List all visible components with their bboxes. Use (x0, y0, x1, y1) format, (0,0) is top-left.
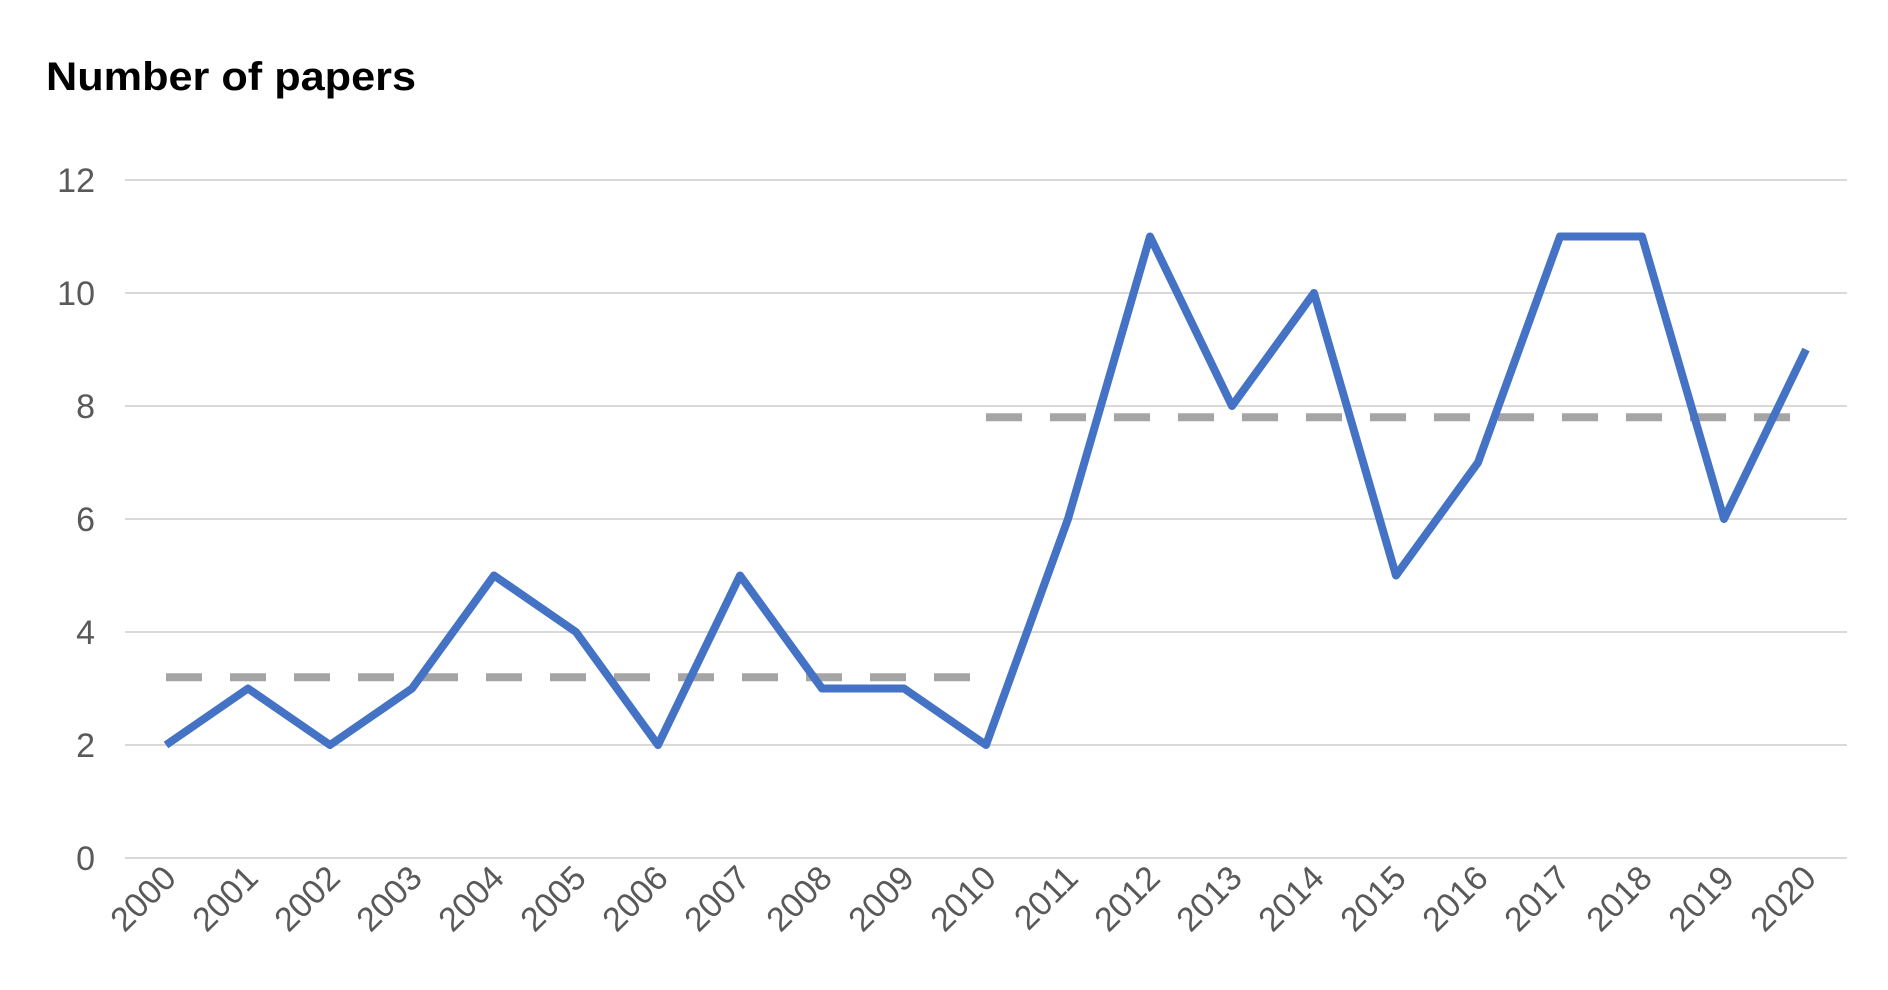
x-tick-label: 2004 (431, 859, 511, 939)
x-tick-label: 2007 (677, 859, 757, 939)
x-tick-label: 2017 (1497, 859, 1577, 939)
x-tick-label: 2014 (1251, 859, 1331, 939)
x-tick-label: 2006 (595, 859, 675, 939)
y-tick-label: 2 (76, 727, 95, 765)
x-tick-label: 2011 (1007, 859, 1086, 938)
x-tick-label: 2013 (1169, 859, 1249, 939)
x-tick-label: 2003 (349, 859, 429, 939)
data-line (163, 232, 1810, 749)
x-tick-label: 2009 (841, 859, 921, 939)
x-tick-label: 2018 (1579, 859, 1659, 939)
y-tick-label: 10 (57, 275, 95, 313)
x-tick-label: 2005 (513, 859, 593, 939)
x-tick-label: 2010 (923, 859, 1003, 939)
x-tick-label: 2012 (1087, 859, 1167, 939)
x-tick-label: 2000 (103, 859, 183, 939)
x-tick-label: 2019 (1661, 859, 1741, 939)
y-tick-label: 12 (57, 162, 95, 200)
x-tick-label: 2016 (1415, 859, 1495, 939)
x-tick-label: 2020 (1743, 859, 1823, 939)
x-tick-label: 2008 (759, 859, 839, 939)
y-tick-label: 0 (76, 840, 95, 878)
x-tick-label: 2001 (185, 859, 265, 939)
x-tick-label: 2002 (267, 859, 347, 939)
chart-title: Number of papers (46, 55, 416, 99)
y-tick-label: 4 (76, 614, 95, 652)
x-tick-label: 2015 (1333, 859, 1413, 939)
y-tick-label: 6 (76, 501, 95, 539)
y-tick-label: 8 (76, 388, 95, 426)
